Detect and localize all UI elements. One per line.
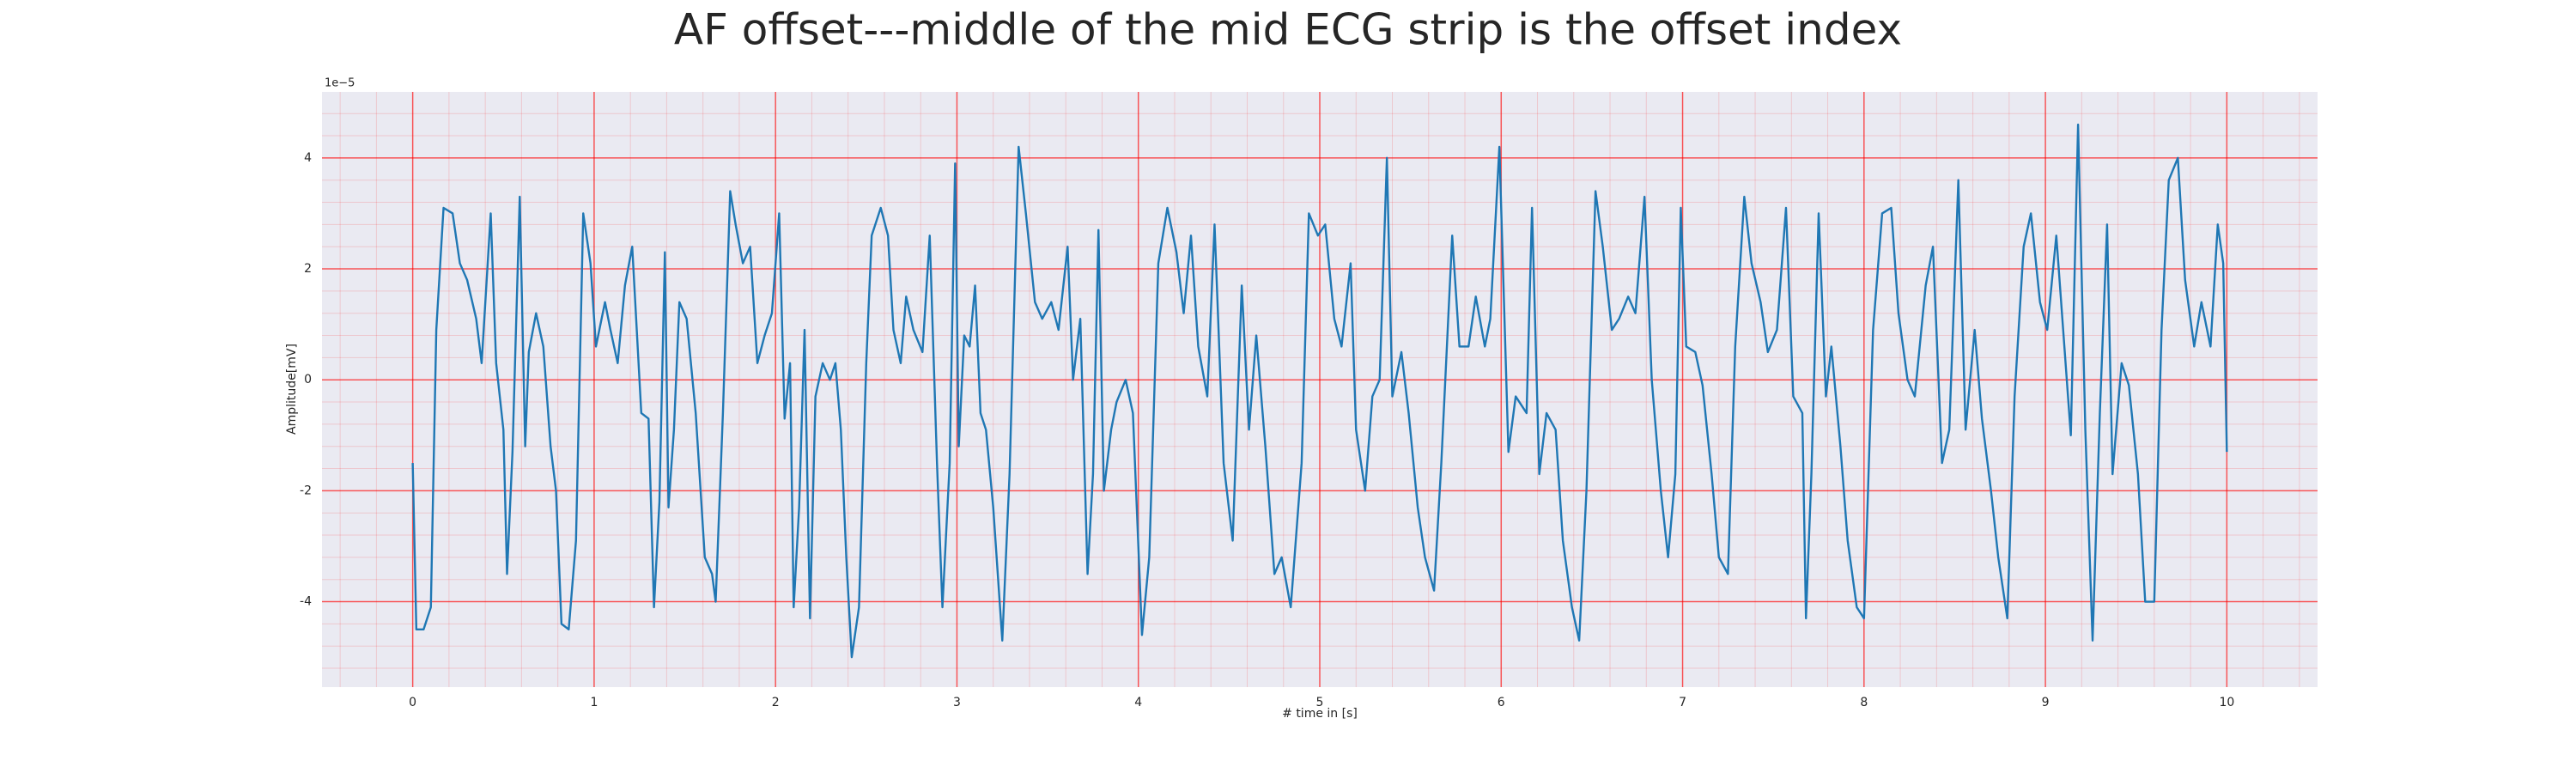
x-tick-label: 1 <box>590 696 598 709</box>
x-tick-label: 2 <box>772 696 780 709</box>
y-tick-label: -2 <box>300 484 312 497</box>
x-axis-label: # time in [s] <box>1282 707 1358 721</box>
y-tick-label: 0 <box>304 373 312 386</box>
x-tick-label: 6 <box>1498 696 1505 709</box>
x-tick-label: 3 <box>953 696 961 709</box>
x-tick-label: 0 <box>409 696 416 709</box>
chart-title: AF offset---middle of the mid ECG strip … <box>674 5 1902 55</box>
axis-labels: 0 1 2 3 4 5 6 7 8 9 10 -4 -2 0 2 4 <box>300 151 2234 709</box>
signal-line <box>411 123 2228 659</box>
plot-marks <box>411 123 2228 659</box>
y-tick-label: 2 <box>304 262 312 276</box>
x-tick-label: 4 <box>1134 696 1142 709</box>
y-axis-label: Amplitude[mV] <box>285 344 299 435</box>
x-tick-label: 10 <box>2219 696 2234 709</box>
y-offset-label: 1e−5 <box>325 77 355 90</box>
y-tick-label: -4 <box>300 595 312 609</box>
x-tick-label: 8 <box>1860 696 1868 709</box>
x-tick-label: 5 <box>1316 696 1324 709</box>
y-tick-label: 4 <box>304 151 312 165</box>
x-tick-label: 9 <box>2042 696 2050 709</box>
x-tick-label: 7 <box>1679 696 1686 709</box>
